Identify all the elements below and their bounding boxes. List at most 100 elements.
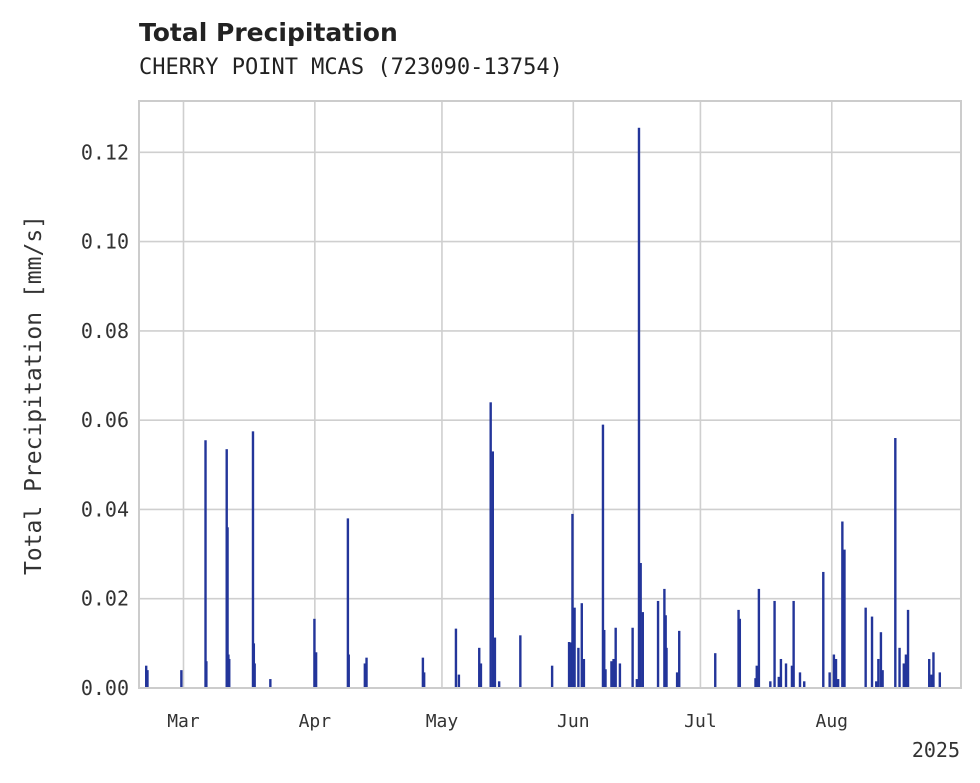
precipitation-bar (932, 652, 935, 688)
precipitation-bar (822, 571, 825, 688)
precipitation-bar (870, 616, 874, 688)
precipitation-bar (226, 527, 229, 688)
y-axis-label: Total Precipitation [mm/s] (21, 215, 47, 575)
precipitation-bar (491, 451, 494, 688)
precipitation-bar (792, 600, 795, 688)
precipitation-bar (365, 657, 368, 688)
y-tick-label: 0.12 (81, 140, 129, 164)
x-tick-label: Apr (299, 711, 332, 732)
y-tick-label: 0.10 (81, 230, 129, 254)
precipitation-bar (457, 674, 461, 688)
precipitation-bar (580, 603, 583, 688)
precipitation-bar (567, 642, 571, 688)
precipitation-bar (779, 658, 783, 688)
precipitation-bar (881, 670, 884, 688)
precipitation-bar (180, 670, 183, 688)
precipitation-bar (313, 618, 316, 688)
precipitation-bar (665, 647, 668, 688)
y-tick-label: 0.06 (81, 408, 129, 432)
precipitation-bar (678, 630, 681, 688)
precipitation-bar (454, 628, 458, 688)
precipitation-bar (875, 681, 878, 688)
precipitation-bar (930, 674, 933, 688)
precipitation-bar (798, 672, 802, 688)
precipitation-bar (902, 663, 905, 688)
precipitation-bar (864, 607, 867, 688)
precipitation-bar (550, 665, 554, 688)
precipitation-bar (489, 402, 492, 688)
precipitation-bar (519, 635, 522, 688)
precipitation-bar (618, 663, 622, 688)
precipitation-bar (205, 661, 208, 688)
precipitation-bar (714, 653, 717, 688)
x-tick-label: Aug (816, 711, 849, 732)
x-tick-label: May (426, 711, 459, 732)
precipitation-bar (769, 681, 772, 688)
precipitation-bar (582, 658, 586, 688)
precipitation-bar (146, 670, 149, 688)
precipitation-bar (363, 663, 367, 688)
precipitation-bar (738, 618, 742, 688)
y-tick-label: 0.00 (81, 676, 129, 700)
precipitation-bar (577, 647, 580, 688)
precipitation-bar (612, 658, 615, 688)
precipitation-bar (479, 663, 483, 688)
precipitation-bar (421, 657, 425, 688)
precipitation-bar (604, 669, 607, 688)
precipitation-bar (757, 588, 761, 688)
precipitation-bar (614, 627, 617, 688)
precipitation-bar (314, 652, 318, 688)
precipitation-bar (251, 431, 255, 688)
precipitation-bar (603, 629, 606, 688)
precipitation-bar (841, 521, 844, 688)
precipitation-bar (145, 665, 148, 688)
precipitation-bar (790, 665, 794, 688)
y-tick-label: 0.08 (81, 319, 129, 343)
grid-lines (139, 101, 961, 689)
year-label: 2025 (912, 738, 960, 762)
precipitation-bar (737, 609, 740, 688)
precipitation-bar (928, 658, 931, 688)
precipitation-bar (755, 665, 758, 688)
precipitation-bar (894, 438, 897, 688)
precipitation-bar (637, 127, 641, 688)
precipitation-bar (803, 681, 806, 688)
precipitation-bar (610, 661, 613, 688)
precipitation-bar (573, 607, 576, 688)
precipitation-bar (641, 612, 644, 688)
precipitation-bar (346, 518, 350, 688)
precipitation-bar (828, 672, 831, 688)
x-tick-label: Jul (684, 711, 717, 732)
precipitation-bar (228, 658, 231, 688)
precipitation-bar (497, 681, 501, 688)
precipitation-bar (832, 654, 836, 688)
precipitation-bar (204, 440, 207, 688)
chart-subtitle: CHERRY POINT MCAS (723090-13754) (139, 55, 563, 80)
precipitation-bar (877, 658, 880, 688)
precipitation-bar (639, 563, 642, 688)
precipitation-bar (834, 658, 838, 688)
precipitation-bar (773, 600, 776, 688)
chart-title: Total Precipitation (139, 18, 398, 47)
plot-frame (138, 100, 962, 689)
precipitation-bar (879, 632, 883, 688)
precipitation-bar (635, 679, 639, 688)
precipitation-bar (904, 654, 908, 688)
precipitation-bar (478, 647, 481, 688)
precipitation-bar (777, 676, 780, 688)
x-axis-ticks: Mar Apr May Jun Jul Aug (167, 711, 848, 732)
precipitation-bar (784, 663, 788, 688)
precipitation-bar (656, 600, 660, 688)
precipitation-bar (253, 663, 256, 688)
precipitation-bar (493, 637, 497, 688)
precipitation-bar (422, 672, 426, 688)
precipitation-bar (675, 672, 679, 688)
precipitation-bar (843, 549, 846, 688)
precipitation-bar (571, 513, 574, 688)
precipitation-bar (906, 609, 910, 688)
precipitation-bar (631, 627, 634, 688)
y-tick-label: 0.04 (81, 497, 129, 521)
precipitation-bar (663, 588, 666, 688)
precipitation-bar (938, 672, 942, 688)
